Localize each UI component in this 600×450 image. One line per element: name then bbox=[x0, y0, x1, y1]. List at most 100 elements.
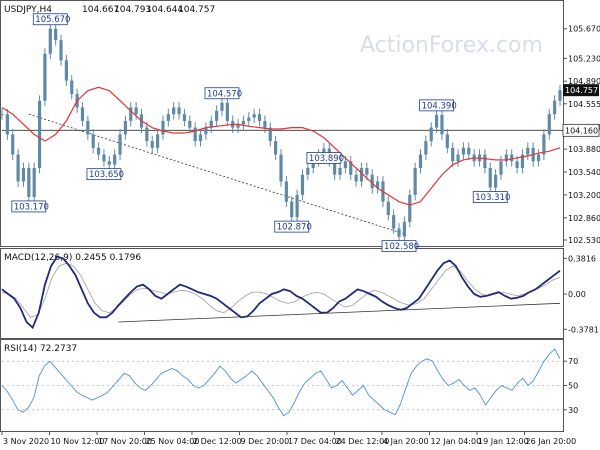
annotation-box bbox=[11, 200, 47, 213]
annotation-box bbox=[274, 220, 310, 233]
candle-body bbox=[434, 114, 439, 128]
macd-tick-label: -0.3781 bbox=[568, 325, 599, 334]
candle-body bbox=[161, 120, 165, 135]
macd-y-ticks: 0.3816 0.00 -0.3781 bbox=[563, 254, 599, 334]
candle-body bbox=[402, 221, 407, 237]
candle-body bbox=[134, 107, 138, 115]
candle-body bbox=[172, 107, 176, 115]
candle-body bbox=[408, 194, 412, 222]
candle-body bbox=[70, 80, 74, 95]
candle-body bbox=[306, 168, 310, 175]
candle-body bbox=[37, 100, 42, 169]
candle-body bbox=[241, 120, 246, 125]
candle-body bbox=[0, 114, 4, 116]
x-tick-label: 2 Dec 12:00 bbox=[193, 437, 242, 446]
annotation-box bbox=[306, 152, 342, 164]
candle-body bbox=[397, 228, 401, 237]
price-tick-label: 102.860 bbox=[568, 214, 600, 223]
price-tick-label: 104.890 bbox=[568, 77, 600, 86]
x-tick-label: 26 Jan 20:00 bbox=[526, 437, 577, 446]
candle-body bbox=[515, 161, 519, 169]
candle-body bbox=[488, 168, 492, 188]
candle-body bbox=[166, 114, 170, 121]
svg-text:104.793: 104.793 bbox=[114, 5, 151, 15]
price-tick-label: 105.670 bbox=[568, 25, 600, 34]
annotation-box bbox=[381, 240, 417, 253]
svg-text:USDJPY,H4: USDJPY,H4 bbox=[4, 5, 52, 15]
price-panel-frame bbox=[0, 0, 564, 247]
candle-body bbox=[204, 127, 208, 135]
candle-body bbox=[155, 134, 160, 148]
candle-body bbox=[290, 201, 294, 218]
candle-body bbox=[542, 134, 546, 155]
horizontal-level-label: 104.160 bbox=[565, 126, 598, 135]
candle-body bbox=[113, 154, 117, 165]
annotation-label: 103.170 bbox=[14, 202, 49, 212]
candle-body bbox=[365, 168, 369, 175]
candle-body bbox=[27, 168, 31, 197]
candle-body bbox=[48, 28, 52, 54]
annotation-label: 104.570 bbox=[207, 89, 242, 99]
candle-body bbox=[547, 114, 551, 135]
candle-body bbox=[209, 120, 213, 128]
candle-body bbox=[225, 102, 229, 121]
price-tick-label: 105.230 bbox=[568, 54, 600, 63]
candle-body bbox=[5, 114, 9, 135]
rsi-series-line bbox=[1, 348, 561, 417]
candle-body bbox=[311, 161, 315, 169]
downtrend-line bbox=[28, 113, 405, 235]
candle-body bbox=[59, 40, 63, 61]
candle-body bbox=[461, 147, 466, 155]
candle-body bbox=[80, 107, 85, 121]
candle-body bbox=[123, 120, 128, 135]
annotation-box bbox=[204, 87, 240, 100]
candle-body bbox=[268, 127, 272, 142]
candle-body bbox=[247, 117, 251, 121]
candle-body bbox=[150, 141, 154, 148]
annotation-label: 103.650 bbox=[89, 170, 124, 180]
annotation-box bbox=[86, 168, 122, 181]
candle-body bbox=[263, 120, 267, 128]
candle-body bbox=[236, 124, 240, 128]
candle-body bbox=[440, 114, 444, 135]
trendline bbox=[28, 113, 405, 235]
candle-body bbox=[375, 181, 380, 189]
candle-body bbox=[499, 161, 503, 175]
macd-title: MACD(12,26,9) 0.2455 0.1796 bbox=[4, 253, 141, 263]
macd-tick-label: 0.00 bbox=[568, 290, 586, 299]
horizontal-level-tag bbox=[562, 123, 600, 137]
candle-body bbox=[182, 114, 187, 121]
candle-body bbox=[102, 154, 106, 162]
watermark: ActionForex.com bbox=[360, 33, 543, 58]
candle-body bbox=[220, 102, 224, 111]
candle-body bbox=[343, 161, 347, 169]
candle-body bbox=[445, 134, 449, 148]
horizontal-level: 104.160 bbox=[2, 123, 600, 137]
candle-body bbox=[386, 201, 390, 216]
svg-text:104.667: 104.667 bbox=[82, 5, 119, 15]
candle-body bbox=[338, 168, 342, 175]
annotation-label: 102.580 bbox=[384, 242, 419, 252]
rsi-line bbox=[1, 348, 561, 417]
candle-body bbox=[322, 148, 326, 155]
candle-body bbox=[107, 161, 111, 165]
x-tick-label: 9 Dec 20:00 bbox=[241, 437, 290, 446]
macd-lines bbox=[1, 255, 561, 330]
candle-body bbox=[359, 168, 364, 182]
candle-body bbox=[553, 100, 557, 115]
annotation-label: 103.310 bbox=[475, 193, 510, 203]
candle-body bbox=[392, 215, 396, 229]
candle-body bbox=[536, 154, 541, 162]
x-tick-label: 17 Dec 04:00 bbox=[288, 437, 342, 446]
candle-body bbox=[177, 107, 181, 115]
candle-body bbox=[510, 154, 514, 162]
annotation-box bbox=[32, 13, 68, 26]
candle-body bbox=[424, 141, 428, 155]
candle-body bbox=[284, 181, 288, 202]
candle-body bbox=[300, 174, 305, 195]
candle-body bbox=[333, 161, 337, 175]
price-tick-label: 103.200 bbox=[568, 191, 600, 200]
annotation-box bbox=[419, 99, 454, 112]
